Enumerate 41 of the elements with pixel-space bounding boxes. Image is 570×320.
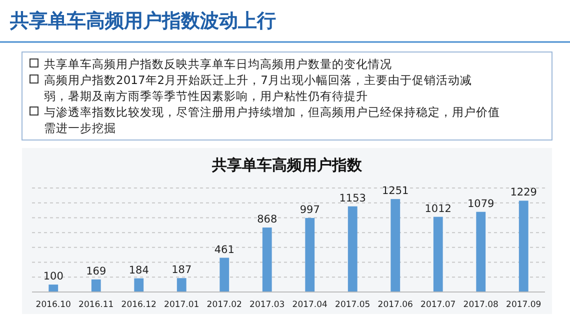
data-label: 187 <box>172 264 192 276</box>
bar <box>433 216 443 292</box>
text: 共享单车高频用户指数波动上行 <box>9 10 276 32</box>
data-label: 1251 <box>382 185 409 198</box>
data-label: 1079 <box>468 198 494 210</box>
data-label: 1229 <box>510 186 537 199</box>
bar <box>476 212 486 292</box>
data-label: 184 <box>128 264 150 276</box>
bar <box>220 258 230 292</box>
x-tick-label: 2016.12 <box>121 300 156 310</box>
bar <box>91 279 101 292</box>
x-tick-label: 2017.09 <box>506 300 542 310</box>
bar <box>390 199 400 292</box>
bar <box>305 218 315 292</box>
data-label: 461 <box>214 244 234 256</box>
data-label: 1153 <box>339 192 366 204</box>
x-tick-label: 2017.04 <box>292 300 328 310</box>
text: 高频用户指数2017年2月开始跃迁上升，7月出现小幅回落，主要由于促销活动减弱，暑期及南方雨季等季节性因素影响，用户粘性仍有待提升 <box>44 73 472 103</box>
x-tick-label: 2017.06 <box>378 300 413 310</box>
data-label: 169 <box>86 265 106 278</box>
data-label: 868 <box>257 214 278 226</box>
data-label: 100 <box>43 270 64 283</box>
x-tick-label: 2017.03 <box>250 300 285 310</box>
bar <box>348 206 358 292</box>
data-label: 1012 <box>424 202 452 215</box>
x-tick-label: 2017.07 <box>420 300 456 310</box>
bar <box>518 200 528 292</box>
chart-title: 共享单车高频用户指数 <box>211 156 363 174</box>
text: 共享单车高频用户指数反映共享单车日均高频用户数量的变化情况 <box>44 57 392 71</box>
bar <box>262 228 272 292</box>
x-tick-label: 2017.08 <box>463 300 498 310</box>
x-tick-label: 2017.05 <box>335 300 370 310</box>
bar <box>134 278 144 292</box>
bar <box>48 284 58 292</box>
text: 与渗透率指数比较发现，尽管注册用户持续增加，但高频用户已经保持稳定，用户价值需进一步挖掘 <box>44 105 500 135</box>
x-tick-label: 2017.02 <box>206 300 242 310</box>
bar <box>176 278 186 292</box>
x-tick-label: 2017.01 <box>164 300 200 310</box>
x-tick-label: 2016.11 <box>78 300 114 310</box>
data-label: 997 <box>300 204 320 216</box>
x-tick-label: 2016.10 <box>36 300 71 310</box>
